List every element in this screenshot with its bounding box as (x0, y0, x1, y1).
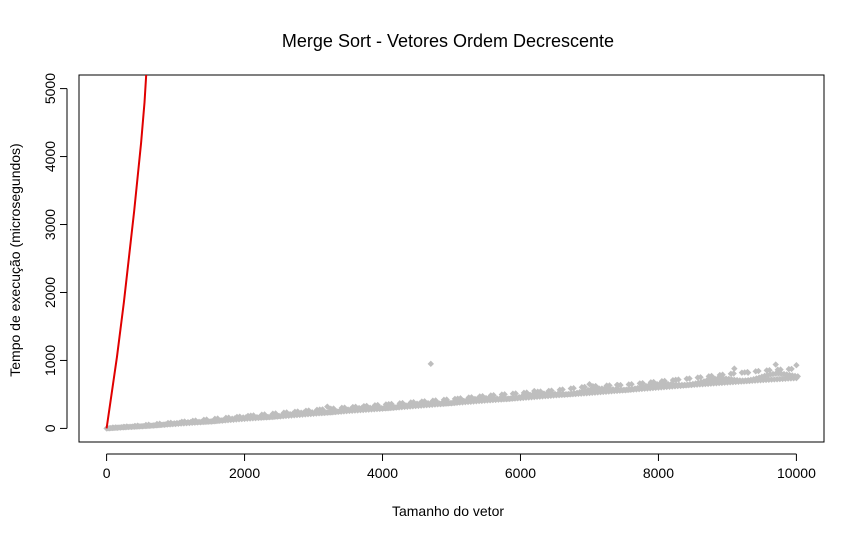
data-point (698, 378, 705, 386)
x-axis-label: Tamanho do vetor (392, 503, 504, 519)
data-point (490, 392, 497, 399)
outlier-point (586, 381, 593, 388)
x-tick-label: 0 (103, 465, 111, 481)
reference-line (105, 75, 148, 429)
x-tick-label: 4000 (367, 465, 398, 481)
data-point (761, 372, 768, 380)
data-point (628, 381, 635, 388)
outlier-point (731, 365, 738, 372)
y-tick-label: 4000 (42, 141, 58, 172)
data-point (501, 391, 508, 398)
outlier-point (531, 387, 538, 395)
plot-area: 0 2000 4000 6000 8000 10000 0 1000 2000 3000 4000 5… (42, 73, 825, 481)
data-point (225, 414, 232, 421)
data-point (192, 417, 199, 424)
data-point (766, 367, 773, 374)
y-axis-label: Tempo de execução (microsegundos) (7, 143, 23, 376)
data-point (548, 387, 555, 394)
plot-frame (78, 74, 825, 443)
data-point (753, 375, 760, 382)
data-point (559, 386, 566, 393)
x-tick-label: 10000 (777, 465, 816, 481)
x-tick-label: 6000 (505, 465, 536, 481)
data-point (606, 382, 613, 389)
data-point (777, 366, 784, 373)
data-point (788, 365, 795, 373)
x-tick-label: 8000 (643, 465, 674, 481)
y-tick-label: 0 (42, 424, 58, 432)
data-point (512, 390, 519, 397)
outlier-point (744, 369, 752, 376)
data-point (730, 370, 737, 377)
outlier-point (613, 381, 621, 389)
y-tick-label: 3000 (42, 209, 58, 240)
data-point (719, 371, 726, 378)
data-point (584, 386, 592, 394)
plot-content (103, 75, 801, 432)
data-point (675, 376, 682, 383)
outlier-point (427, 360, 435, 368)
y-tick-label: 1000 (42, 345, 58, 376)
data-point (570, 385, 577, 392)
data-point (794, 373, 801, 380)
data-point (755, 374, 763, 381)
data-point (755, 367, 762, 375)
y-tick-label: 2000 (42, 277, 58, 308)
data-point (697, 374, 704, 381)
data-point (617, 381, 624, 389)
y-tick-label: 5000 (42, 73, 58, 104)
data-point (686, 375, 693, 382)
outlier-point (772, 361, 779, 368)
data-point (661, 377, 668, 385)
data-point (639, 379, 646, 387)
outlier-point (324, 403, 331, 410)
data-point (645, 382, 652, 389)
data-point (642, 382, 650, 390)
data-point (537, 388, 544, 395)
data-point (700, 378, 708, 385)
outlier-point (793, 362, 800, 369)
data-point (789, 372, 796, 379)
x-tick-label: 2000 (229, 465, 260, 481)
chart-title: Merge Sort - Vetores Ordem Decrescente (282, 31, 614, 51)
data-point (581, 383, 588, 391)
